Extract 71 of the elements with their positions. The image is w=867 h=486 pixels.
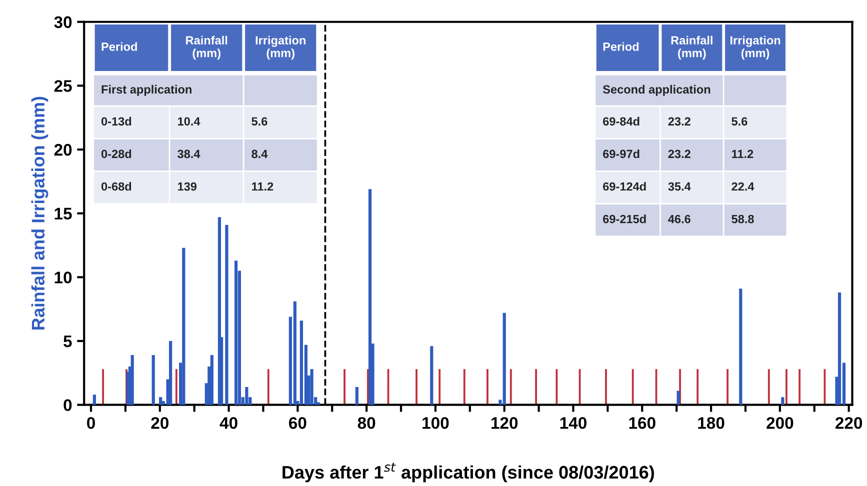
bar bbox=[234, 260, 238, 405]
bar bbox=[838, 292, 842, 405]
annotation: 69-124d bbox=[603, 182, 646, 191]
annotation: 0-28d bbox=[101, 149, 132, 158]
annotation: 69-84d bbox=[603, 116, 640, 126]
x-tick-label: 160 bbox=[629, 417, 656, 429]
annotation: Period bbox=[603, 42, 639, 51]
x-tick-label: 140 bbox=[560, 417, 586, 429]
bar bbox=[92, 394, 96, 405]
annotation: Irrigation (mm) bbox=[256, 36, 306, 60]
annotation: 0-68d bbox=[101, 182, 132, 191]
annotation: Rainfall (mm) bbox=[671, 36, 712, 60]
y-axis-title: Rainfall and Irrigation (mm) bbox=[31, 96, 48, 330]
bar bbox=[210, 355, 214, 405]
x-tick-label: 80 bbox=[358, 417, 376, 429]
annotation: 5.6 bbox=[252, 117, 268, 126]
annotation: 38.4 bbox=[178, 150, 200, 158]
annotation: First application bbox=[102, 84, 192, 96]
bar bbox=[182, 248, 186, 405]
annotation: 139 bbox=[178, 182, 197, 191]
x-tick-label: 180 bbox=[698, 417, 724, 429]
x-tick-label: 200 bbox=[766, 417, 794, 429]
bar bbox=[430, 346, 434, 405]
annotation: Rainfall (mm) bbox=[186, 36, 228, 60]
annotation: 23.2 bbox=[668, 150, 690, 158]
y-tick-label: 0 bbox=[64, 399, 72, 412]
annotation: 0-13d bbox=[101, 116, 132, 126]
x-tick-label: 20 bbox=[151, 417, 168, 429]
bar bbox=[355, 386, 358, 405]
y-tick-label: 15 bbox=[54, 208, 72, 220]
y-tick-label: 10 bbox=[54, 272, 72, 284]
x-tick-label: 120 bbox=[491, 417, 518, 429]
annotation: 58.8 bbox=[732, 214, 754, 224]
bar bbox=[310, 369, 314, 405]
annotation: 35.4 bbox=[668, 182, 691, 191]
bar bbox=[169, 341, 172, 405]
annotation: Period bbox=[102, 42, 137, 51]
bar bbox=[781, 397, 784, 405]
x-tick-label: 220 bbox=[835, 417, 862, 429]
annotation: Irrigation (mm) bbox=[730, 36, 780, 60]
x-tick-label: 0 bbox=[87, 417, 95, 429]
annotation: 69-97d bbox=[603, 149, 640, 158]
bar bbox=[152, 355, 155, 405]
bar bbox=[245, 386, 248, 405]
annotation: 23.2 bbox=[668, 117, 690, 126]
bar bbox=[368, 189, 372, 405]
annotation: 11.2 bbox=[732, 150, 754, 158]
bar bbox=[739, 288, 742, 405]
bar bbox=[225, 224, 228, 405]
bar bbox=[502, 312, 506, 405]
bar bbox=[130, 355, 134, 405]
annotation: 11.2 bbox=[252, 182, 274, 191]
annotation: 8.4 bbox=[252, 150, 268, 158]
y-tick-label: 5 bbox=[64, 336, 72, 348]
x-tick-label: 40 bbox=[220, 417, 238, 429]
annotation: 69-215d bbox=[603, 214, 646, 224]
annotation: 5.6 bbox=[732, 117, 748, 126]
bar bbox=[293, 301, 296, 405]
annotation: 46.6 bbox=[668, 214, 690, 224]
y-tick-label: 25 bbox=[54, 80, 72, 92]
annotation: 10.4 bbox=[178, 117, 200, 126]
y-tick-label: 20 bbox=[54, 144, 72, 156]
x-tick-label: 100 bbox=[422, 417, 449, 429]
x-axis-title: Days after 1$^{st}$ application (since 08/03/2016) bbox=[282, 462, 654, 482]
x-tick-label: 60 bbox=[289, 417, 306, 429]
bar bbox=[300, 320, 304, 405]
annotation: 22.4 bbox=[732, 182, 754, 191]
y-tick-label: 30 bbox=[54, 16, 72, 28]
bar bbox=[676, 390, 680, 405]
annotation: Second application bbox=[602, 84, 710, 96]
bar bbox=[159, 397, 162, 405]
